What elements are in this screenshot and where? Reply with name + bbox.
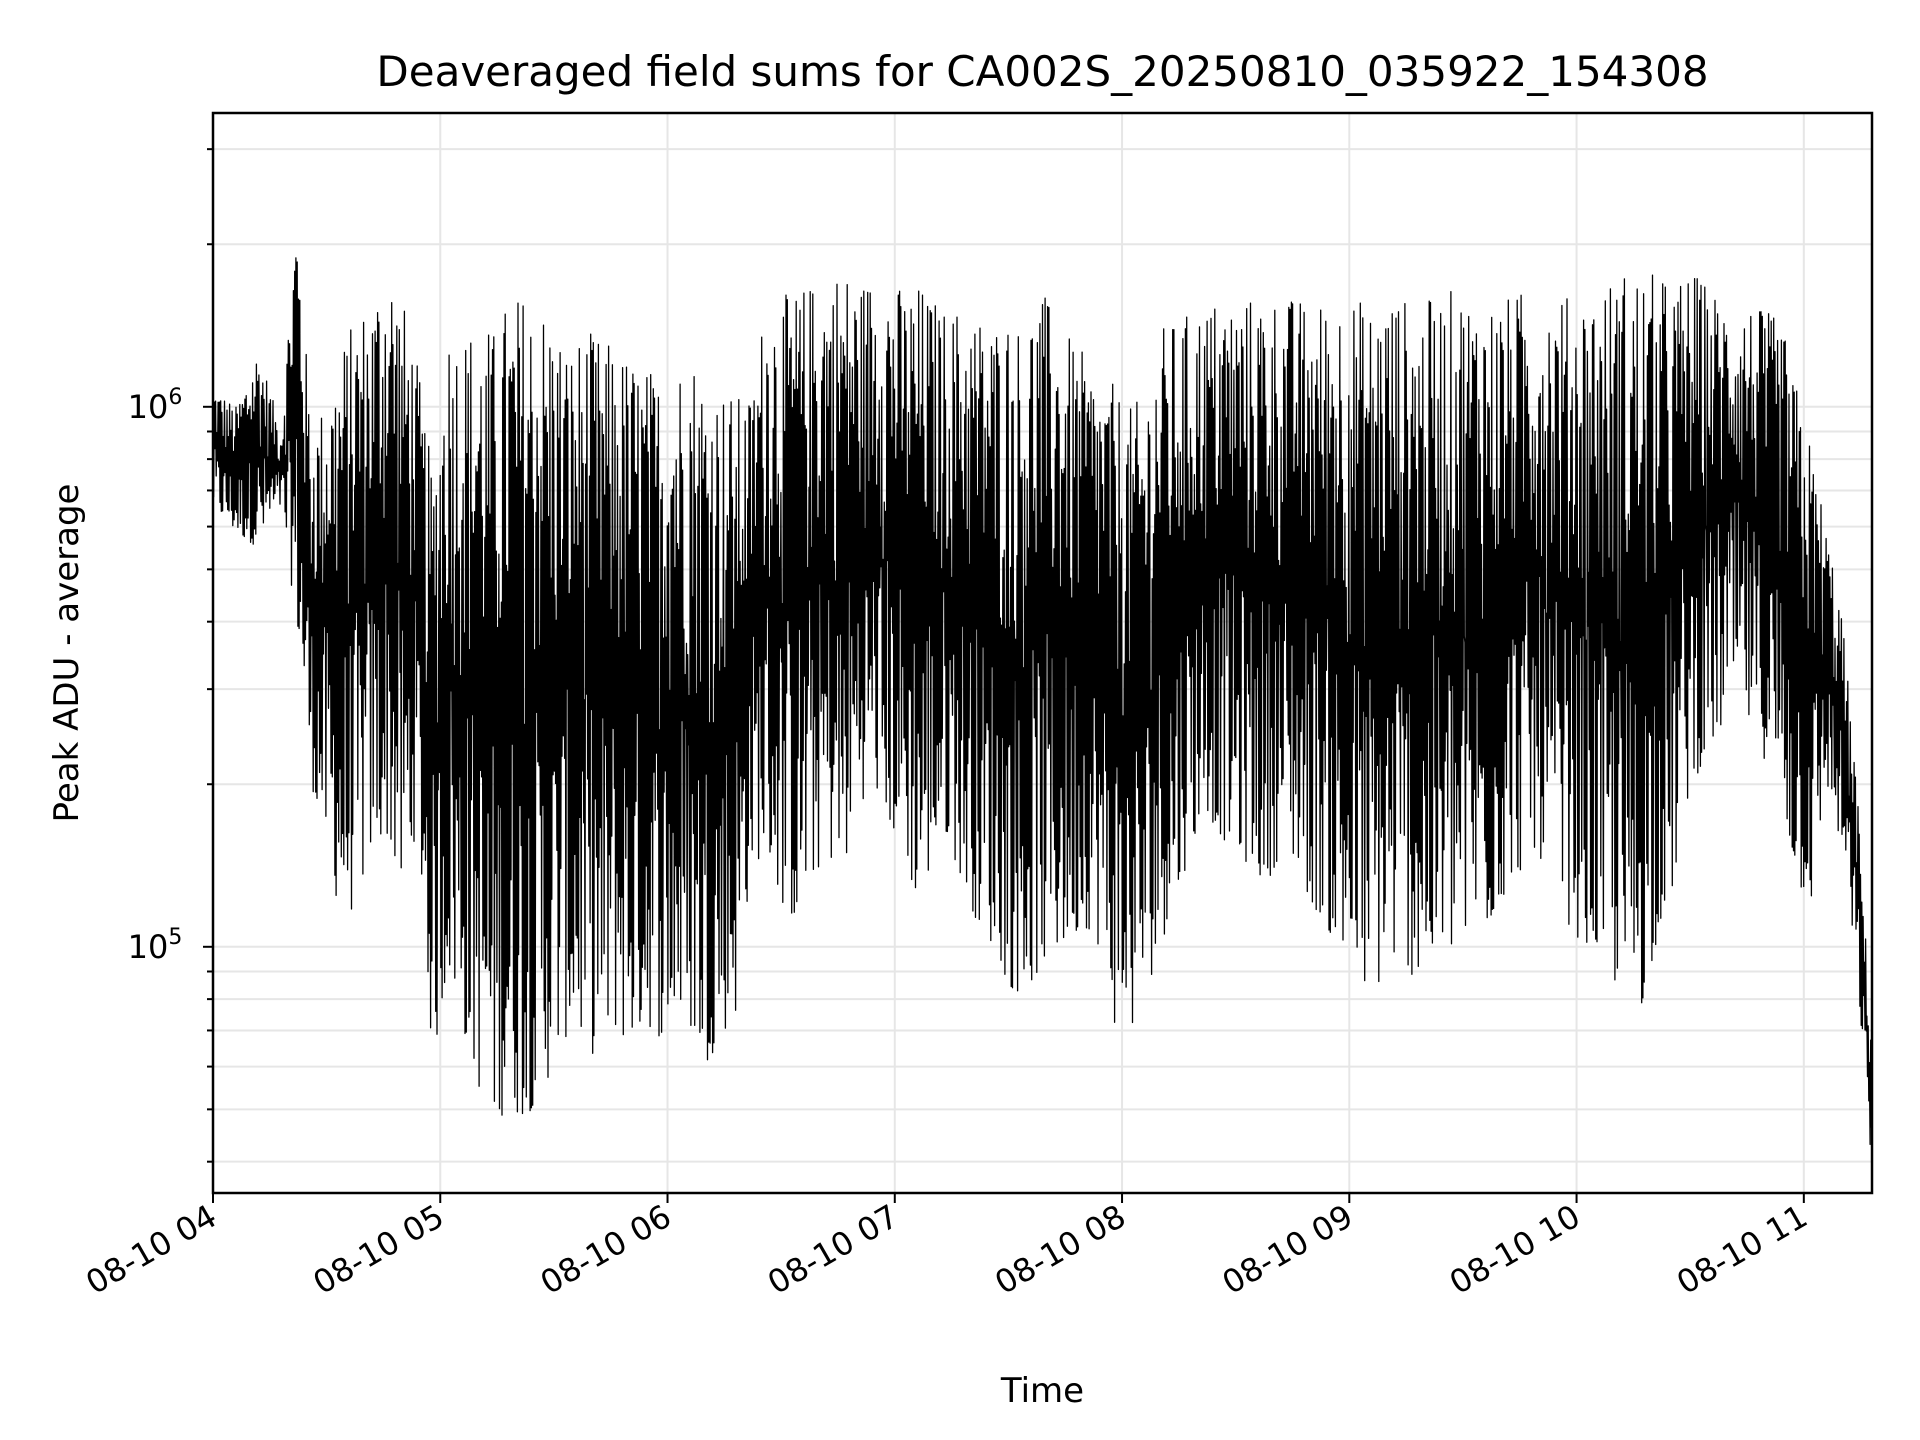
x-tick-label: 08-10 08 [988, 1197, 1132, 1302]
chart-title: Deaveraged field sums for CA002S_2025081… [376, 47, 1708, 96]
data-series [212, 257, 1873, 1146]
x-tick-label: 08-10 10 [1443, 1197, 1587, 1302]
y-tick-label: 105 [128, 925, 183, 966]
x-tick-label: 08-10 06 [534, 1197, 678, 1302]
x-tick-label: 08-10 09 [1216, 1197, 1360, 1302]
x-tick-label: 08-10 05 [307, 1197, 451, 1302]
x-tick-label: 08-10 11 [1670, 1197, 1814, 1302]
series-line [212, 257, 1873, 1146]
y-axis-label: Peak ADU - average [47, 484, 87, 823]
x-axis-label: Time [1000, 1371, 1084, 1411]
x-tick-label: 08-10 07 [761, 1197, 905, 1302]
x-tick-label: 08-10 04 [79, 1197, 223, 1302]
y-tick-label: 106 [128, 385, 183, 426]
plot-frame [211, 111, 1874, 1195]
